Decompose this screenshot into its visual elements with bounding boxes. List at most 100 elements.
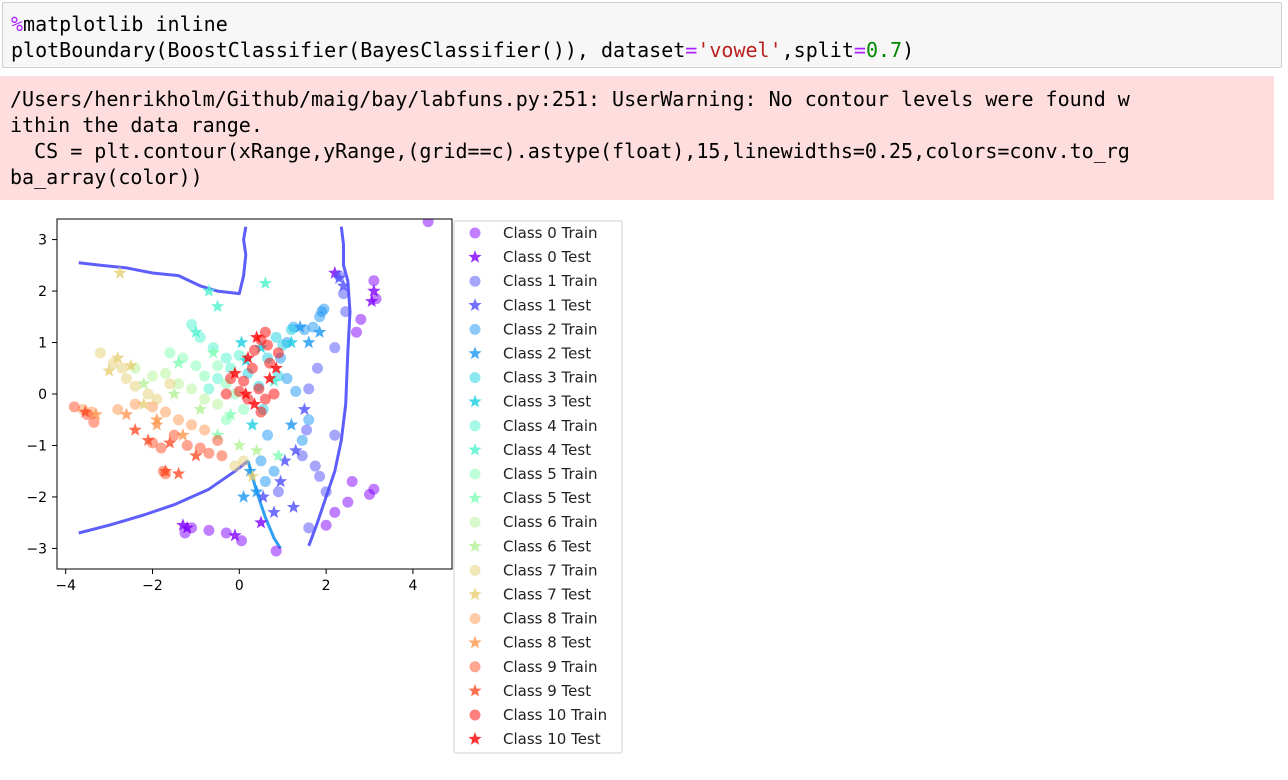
data-point-train [272, 347, 284, 359]
data-point-train [190, 360, 202, 372]
data-point-test [176, 428, 190, 441]
legend-marker-star [468, 683, 482, 697]
data-point-train [216, 450, 228, 462]
data-point-train [290, 385, 302, 397]
data-point-train [340, 306, 352, 318]
data-point-train [303, 522, 315, 534]
data-point-test [202, 284, 216, 297]
data-point-test [278, 453, 292, 467]
code-string: 'vowel' [697, 38, 782, 62]
data-point-test [267, 374, 281, 387]
data-point-train [129, 380, 141, 392]
data-point-train [199, 424, 211, 436]
data-point-train [116, 362, 128, 374]
data-point-test [245, 469, 259, 483]
data-point-train [212, 398, 224, 410]
legend-label: Class 5 Train [503, 465, 598, 483]
data-point-test [254, 515, 268, 529]
data-point-train [337, 288, 349, 300]
y-tick-label: 2 [38, 284, 47, 300]
data-point-train [307, 321, 319, 333]
y-tick-label: −1 [26, 438, 47, 454]
data-point-test [269, 361, 283, 374]
data-point-train [296, 450, 308, 462]
data-point-train [296, 434, 308, 446]
magic-percent: % [11, 12, 24, 36]
y-tick-label: 1 [38, 336, 47, 352]
data-point-test [180, 520, 194, 534]
decision-boundary [307, 226, 352, 547]
code-line-2c: ) [902, 38, 915, 62]
data-point-train [368, 275, 380, 287]
data-point-test [228, 528, 242, 542]
data-point-train [199, 393, 211, 405]
data-point-train [314, 311, 326, 323]
data-point-test [193, 402, 207, 416]
data-point-train [160, 406, 172, 418]
data-point-train [342, 496, 354, 508]
legend-marker-circle [469, 372, 481, 384]
data-point-test [171, 356, 186, 369]
data-point-test [254, 340, 268, 354]
data-point-train [186, 319, 198, 331]
data-point-test [297, 402, 312, 416]
data-point-test [250, 484, 264, 498]
legend-marker-circle [469, 516, 481, 528]
data-point-test [336, 278, 351, 292]
plot-output: −4 −2 0 2 4 3 2 1 0 −1 −2 −3 Class 0 Train Class 0 Te… [0, 205, 650, 775]
data-point-test [243, 464, 257, 477]
data-point-test [286, 500, 301, 513]
data-point-test [119, 407, 134, 421]
legend-marker-star [468, 539, 482, 552]
data-point-test [137, 376, 151, 390]
y-tick-label: 0 [38, 387, 47, 403]
legend-label: Class 3 Train [503, 369, 598, 387]
code-cell-input[interactable]: %matplotlib inline plotBoundary(BoostCla… [2, 2, 1282, 68]
legend-label: Class 7 Train [503, 561, 598, 579]
x-tick-label: −4 [55, 578, 76, 594]
legend-label: Class 10 Train [503, 706, 607, 724]
legend-marker-star [468, 732, 482, 745]
scatter-chart: −4 −2 0 2 4 3 2 1 0 −1 −2 −3 Class 0 Train Class 0 Te… [26, 218, 623, 754]
data-point-test [365, 294, 379, 308]
data-point-train [164, 378, 176, 390]
data-point-test [171, 466, 186, 480]
data-point-train [270, 331, 282, 343]
data-point-test [236, 489, 251, 503]
x-tick-label: −2 [142, 578, 163, 594]
data-point-train [220, 527, 232, 539]
legend-label: Class 0 Test [503, 248, 591, 266]
legend-label: Class 2 Train [503, 320, 598, 338]
data-point-train [203, 383, 215, 395]
y-tick-label: 3 [38, 233, 47, 249]
data-point-train [285, 324, 297, 336]
data-point-test [289, 443, 303, 457]
legend-marker-star [468, 442, 482, 456]
data-point-train [246, 362, 258, 374]
data-point-train [262, 339, 274, 351]
y-tick-label: −3 [26, 541, 47, 557]
stderr-line: CS = plt.contour(xRange,yRange,(grid==c)… [10, 139, 1130, 163]
legend-label: Class 3 Test [503, 393, 591, 411]
data-point-test [141, 433, 155, 446]
data-point-train [329, 429, 341, 441]
data-point-test [256, 489, 270, 503]
data-point-train [220, 352, 232, 364]
data-point-train [329, 342, 341, 354]
data-point-test [241, 350, 255, 364]
legend-label: Class 8 Test [503, 634, 591, 652]
data-point-test [163, 435, 177, 449]
legend-label: Class 4 Test [503, 441, 591, 459]
data-point-train [238, 375, 250, 387]
data-point-train [311, 362, 323, 374]
data-point-train [164, 347, 176, 359]
stderr-line: /Users/henrikholm/Github/maig/bay/labfun… [10, 87, 1130, 111]
legend-marker-circle [469, 420, 481, 432]
data-point-train [233, 385, 245, 397]
data-point-test [273, 474, 288, 488]
data-point-train [168, 429, 180, 441]
data-point-train [229, 460, 241, 472]
legend-box [453, 220, 623, 754]
legend-label: Class 0 Train [503, 224, 598, 242]
legend-marker-star [468, 346, 482, 360]
